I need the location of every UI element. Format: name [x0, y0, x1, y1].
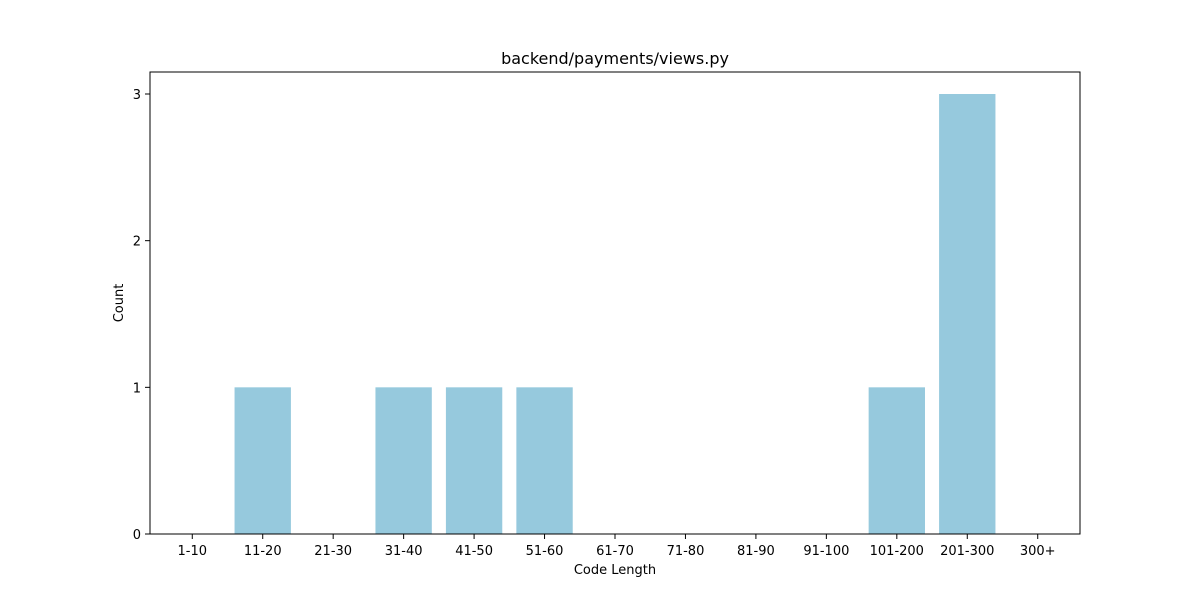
bar-31-40	[375, 387, 432, 534]
x-tick-label: 31-40	[385, 544, 423, 559]
x-axis-label: Code Length	[574, 563, 656, 578]
x-tick-label: 51-60	[526, 544, 564, 559]
x-tick-label: 71-80	[667, 544, 705, 559]
y-tick-label: 3	[133, 88, 141, 103]
bar-11-20	[234, 387, 291, 534]
bar-101-200	[868, 387, 925, 534]
x-tick-label: 61-70	[596, 544, 634, 559]
x-tick-label: 300+	[1020, 544, 1056, 559]
y-tick-label: 0	[133, 528, 141, 543]
bar-201-300	[939, 94, 996, 534]
bar-51-60	[516, 387, 573, 534]
plot-frame	[149, 71, 1081, 535]
y-axis-label: Count	[112, 284, 127, 323]
x-tick-label: 101-200	[870, 544, 924, 559]
bar-41-50	[445, 387, 503, 534]
x-tick-label: 1-10	[178, 544, 208, 559]
x-tick-label: 21-30	[314, 544, 352, 559]
x-tick-label: 201-300	[940, 544, 994, 559]
x-tick-label: 11-20	[244, 544, 282, 559]
x-tick-label: 91-100	[803, 544, 849, 559]
chart-title: backend/payments/views.py	[501, 49, 729, 68]
x-tick-label: 41-50	[455, 544, 493, 559]
x-tick-label: 81-90	[737, 544, 775, 559]
y-tick-label: 2	[133, 235, 141, 250]
y-tick-label: 1	[133, 381, 141, 396]
x-axis-ticks: 1-10 11-20 21-30 31-40 41-50 51-60 61-70 71-80 8…	[178, 534, 1056, 559]
y-axis-ticks: 0 1 2 3	[133, 88, 150, 543]
bars-group	[234, 94, 996, 534]
